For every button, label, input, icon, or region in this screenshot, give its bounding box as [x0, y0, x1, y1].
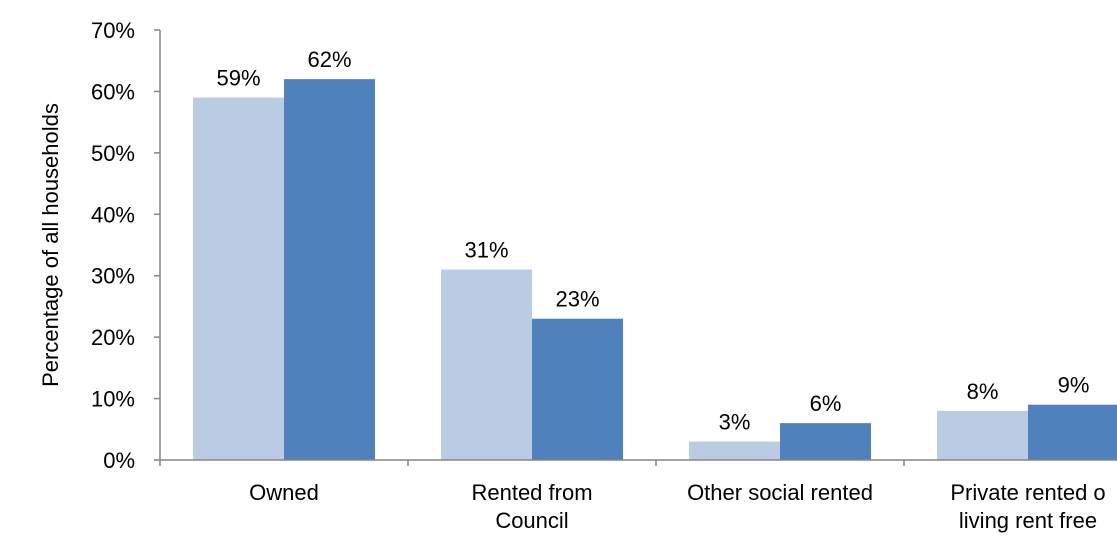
bar-3-1 [1028, 404, 1117, 460]
category-label-1-1: Council [495, 508, 568, 533]
category-label-3-1: living rent free [959, 508, 1097, 533]
category-label-1-0: Rented from [471, 480, 592, 505]
data-label-3-0: 8% [967, 379, 999, 404]
y-tick-label-5: 50% [91, 141, 135, 166]
data-label-0-0: 59% [216, 66, 260, 91]
bar-1-0 [441, 269, 532, 460]
y-tick-label-0: 0% [103, 448, 135, 473]
y-tick-label-3: 30% [91, 264, 135, 289]
data-label-1-0: 31% [464, 238, 508, 263]
category-label-2-0: Other social rented [687, 480, 873, 505]
y-axis-title: Percentage of all households [38, 103, 63, 387]
data-label-1-1: 23% [555, 287, 599, 312]
y-tick-label-6: 60% [91, 79, 135, 104]
bar-0-0 [193, 97, 284, 461]
bar-3-0 [937, 410, 1028, 460]
bar-0-1 [284, 79, 375, 461]
y-tick-label-2: 20% [91, 325, 135, 350]
data-label-3-1: 9% [1058, 373, 1090, 398]
data-label-0-1: 62% [307, 47, 351, 72]
bar-1-1 [532, 318, 623, 460]
labels-layer: 59% 62% Owned 31% 23% Rented from Council 3% 6% O… [91, 18, 1106, 533]
bar-2-0 [689, 441, 780, 460]
y-tick-label-4: 40% [91, 202, 135, 227]
category-label-0-0: Owned [249, 480, 319, 505]
y-tick-label-7: 70% [91, 18, 135, 43]
data-label-2-1: 6% [810, 391, 842, 416]
bar-2-1 [780, 423, 871, 460]
y-tick-label-1: 10% [91, 387, 135, 412]
bars-layer [193, 79, 1117, 461]
category-label-3-0: Private rented o [950, 480, 1105, 505]
data-label-2-0: 3% [719, 410, 751, 435]
axes-layer [154, 29, 1117, 466]
